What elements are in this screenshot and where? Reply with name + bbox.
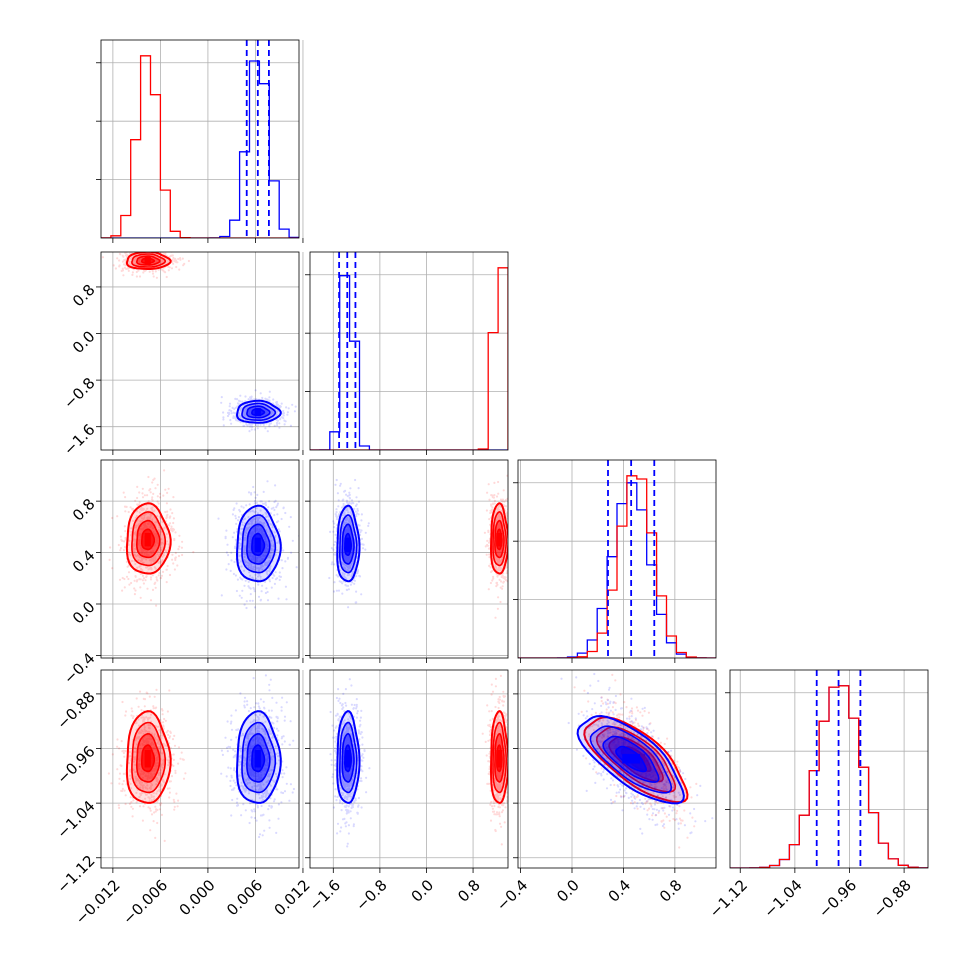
x-tick-label: −0.96 xyxy=(815,876,860,921)
x-tick-label: −1.04 xyxy=(760,876,805,921)
scatter-panel-2-1 xyxy=(305,459,509,663)
y-tick-label: −0.4 xyxy=(60,649,98,687)
y-tick-label: −0.88 xyxy=(53,688,98,733)
density-peak xyxy=(622,754,641,764)
scatter-panel-2-0 xyxy=(96,459,304,663)
density-peak xyxy=(144,533,151,547)
scatter-panel-3-2 xyxy=(513,669,717,873)
y-tick-label: −1.12 xyxy=(53,852,98,897)
histogram-step xyxy=(730,685,928,868)
histogram-panel-2 xyxy=(513,459,717,663)
axes-frame xyxy=(100,669,300,869)
x-tick-label: 0.006 xyxy=(223,876,266,919)
axes-frame xyxy=(100,251,300,451)
panel-content xyxy=(730,670,928,868)
x-tick-label: −0.88 xyxy=(870,876,915,921)
panel-content xyxy=(310,252,508,450)
scatter-cloud xyxy=(107,688,187,842)
histogram-step xyxy=(101,60,299,238)
y-tick-label: 0.8 xyxy=(69,281,99,311)
x-tick-label: −0.012 xyxy=(72,876,124,928)
panel-content xyxy=(560,672,714,849)
histogram-step xyxy=(310,267,508,450)
density-peak xyxy=(496,750,503,768)
scatter-panel-3-1 xyxy=(305,669,509,873)
x-tick-label: 0.8 xyxy=(454,876,484,906)
density-peak xyxy=(254,537,261,553)
x-tick-label: −1.6 xyxy=(306,876,344,914)
panel-content xyxy=(329,674,508,848)
axes-frame xyxy=(309,459,509,659)
panel-content xyxy=(518,460,716,658)
y-tick-label: 0.0 xyxy=(69,327,99,357)
x-tick-label: 0.0 xyxy=(408,876,438,906)
axes-frame xyxy=(309,669,509,869)
axes-frame xyxy=(309,251,509,451)
axes-frame xyxy=(100,39,300,239)
axes-frame xyxy=(729,669,929,869)
x-tick-label: 0.000 xyxy=(176,876,219,919)
x-tick-label: −1.12 xyxy=(706,876,751,921)
histogram-panel-0 xyxy=(96,39,304,243)
scatter-points xyxy=(107,688,187,842)
density-peak xyxy=(496,533,503,547)
panel-content xyxy=(101,40,299,238)
histogram-panel-1 xyxy=(305,251,509,455)
y-tick-label: 0.8 xyxy=(69,495,99,525)
histogram-step xyxy=(101,55,299,238)
density-peak xyxy=(144,256,151,265)
density-peak xyxy=(144,750,151,768)
axes-frame xyxy=(517,669,717,869)
x-tick-label: −0.8 xyxy=(352,876,390,914)
histogram-step xyxy=(310,275,508,450)
panel-content xyxy=(108,469,299,610)
y-tick-label: −0.96 xyxy=(53,742,98,787)
scatter-panel-3-0 xyxy=(96,669,304,873)
scatter-panel-1-0 xyxy=(96,251,304,455)
axes-frame xyxy=(517,459,717,659)
x-tick-label: 0.4 xyxy=(605,876,635,906)
axes-frame xyxy=(100,459,300,659)
x-tick-label: 0.8 xyxy=(656,876,686,906)
y-tick-label: −1.6 xyxy=(60,421,98,459)
panel-content xyxy=(101,252,297,433)
x-tick-label: −0.006 xyxy=(119,876,171,928)
density-peak xyxy=(254,750,261,768)
y-tick-label: 0.0 xyxy=(69,598,99,628)
panel-content xyxy=(328,474,508,619)
x-tick-label: 0.012 xyxy=(271,876,314,919)
y-tick-label: −1.04 xyxy=(53,797,98,842)
density-peak xyxy=(254,408,261,417)
x-tick-label: 0.0 xyxy=(553,876,583,906)
y-tick-label: −0.8 xyxy=(60,374,98,412)
y-tick-label: 0.4 xyxy=(69,546,99,576)
histogram-panel-3 xyxy=(725,669,929,873)
density-peak xyxy=(344,750,351,768)
x-tick-label: −0.4 xyxy=(493,876,531,914)
panel-content xyxy=(107,674,296,842)
density-peak xyxy=(344,537,351,553)
